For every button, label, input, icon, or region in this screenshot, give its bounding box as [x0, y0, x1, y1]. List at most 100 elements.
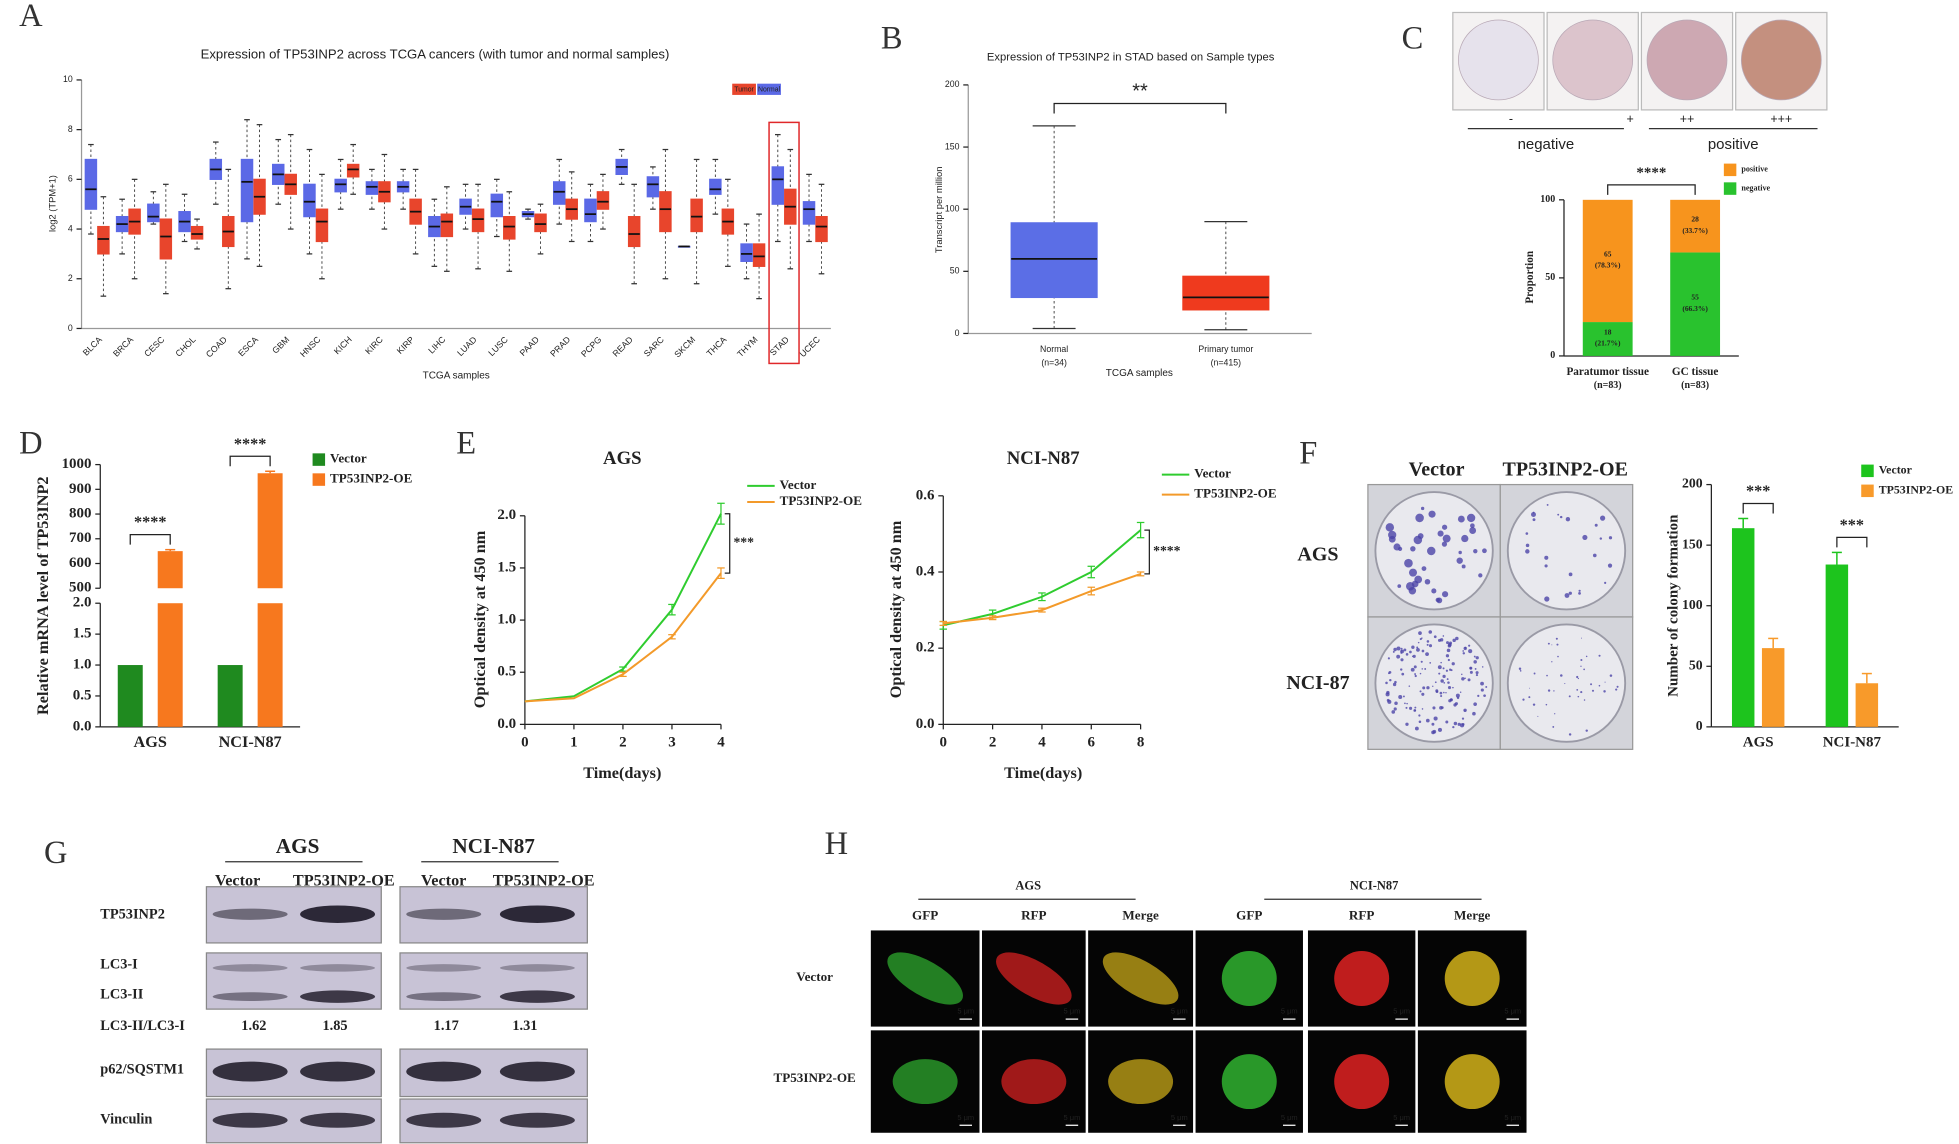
- box: [1182, 275, 1270, 311]
- colony: [1421, 566, 1427, 571]
- colony: [1416, 647, 1420, 652]
- ihc-tissue: [1740, 19, 1822, 101]
- cell: [1001, 1059, 1067, 1105]
- segment-count: 65: [1604, 249, 1612, 258]
- colony: [1421, 708, 1424, 710]
- colony: [1400, 668, 1403, 671]
- colony: [1414, 674, 1417, 678]
- colony: [1557, 655, 1559, 658]
- colony: [1459, 691, 1462, 694]
- colony: [1608, 536, 1613, 540]
- colony: [1414, 673, 1417, 676]
- blot-band: [406, 908, 482, 920]
- colony: [1421, 668, 1424, 670]
- legend-swatch: [1723, 182, 1737, 195]
- colony: [1439, 691, 1443, 695]
- y-tick-label: 100: [1540, 194, 1555, 205]
- grade-label: +++: [1770, 112, 1792, 126]
- colony: [1392, 650, 1395, 653]
- colony: [1557, 513, 1560, 516]
- y-tick-label: 150: [1682, 536, 1703, 551]
- y-tick-label: 0: [1550, 350, 1555, 361]
- colony: [1592, 553, 1597, 558]
- colony: [1577, 677, 1579, 680]
- colony: [1445, 654, 1450, 658]
- y-tick-label: 0: [955, 328, 960, 338]
- box: [190, 225, 204, 240]
- row-label: LC3-II: [100, 987, 143, 1003]
- colony: [1463, 708, 1467, 713]
- panel-letter: B: [881, 21, 903, 57]
- y-tick-label: 0.0: [73, 718, 92, 734]
- colony: [1576, 675, 1579, 679]
- colony: [1532, 703, 1536, 706]
- colony: [1559, 515, 1563, 519]
- colony: [1405, 653, 1409, 656]
- box: [440, 213, 454, 238]
- row-label: Vinculin: [100, 1112, 152, 1128]
- colony: [1408, 568, 1418, 577]
- colony: [1414, 709, 1416, 712]
- box: [627, 215, 641, 248]
- colony: [1437, 638, 1442, 642]
- y-tick-label: 1.0: [73, 656, 92, 672]
- colony: [1525, 532, 1529, 535]
- bar: [1731, 528, 1755, 727]
- colony: [1442, 534, 1451, 543]
- colony: [1391, 710, 1396, 714]
- blot-band: [300, 905, 376, 923]
- colony: [1389, 678, 1392, 682]
- bar: [157, 551, 183, 589]
- panel-letter: D: [19, 425, 42, 461]
- colony: [1578, 589, 1581, 592]
- colony: [1604, 681, 1606, 683]
- colony: [1445, 720, 1449, 724]
- cell-line-label: AGS: [1015, 879, 1041, 893]
- colony: [1466, 513, 1476, 523]
- colony: [1560, 674, 1563, 677]
- colony: [1454, 702, 1458, 706]
- colony: [1441, 541, 1448, 547]
- legend-label: negative: [1741, 183, 1770, 192]
- y-tick-label: 2.0: [73, 595, 92, 611]
- colony: [1533, 672, 1536, 675]
- group-label: negative: [1518, 136, 1575, 153]
- y-tick-label: 100: [1682, 597, 1703, 612]
- channel-label: Merge: [1454, 908, 1491, 923]
- row-label: LC3-II/LC3-I: [100, 1018, 185, 1034]
- colony: [1392, 682, 1397, 687]
- segment-count: 55: [1691, 293, 1699, 302]
- colony: [1581, 637, 1583, 639]
- segment-label: (78.3%): [1595, 261, 1621, 270]
- significance-bracket: [1742, 502, 1774, 514]
- colony: [1432, 685, 1434, 687]
- colony: [1564, 682, 1566, 685]
- cell: [996, 952, 1072, 1005]
- x-tick-label: 0: [940, 735, 947, 751]
- blot-band: [300, 1061, 376, 1082]
- colony: [1385, 523, 1395, 532]
- cell: [1221, 951, 1277, 1006]
- segment-count: 28: [1691, 215, 1699, 224]
- y-axis-label: Relative mRNA level of TP53INP2: [34, 477, 52, 715]
- blot-band: [212, 992, 288, 1001]
- y-tick-label: 0.6: [916, 487, 935, 503]
- box: [659, 191, 672, 233]
- colony: [1443, 681, 1446, 684]
- x-tick-note: (n=34): [1041, 358, 1067, 368]
- colony: [1420, 506, 1425, 511]
- colony: [1457, 722, 1461, 726]
- colony: [1607, 563, 1613, 568]
- legend-swatch: [1861, 464, 1874, 478]
- bar: [1855, 683, 1879, 727]
- colony: [1404, 558, 1413, 568]
- box: [365, 181, 379, 195]
- significance-label: ****: [1153, 543, 1181, 558]
- y-tick-label: 0.2: [916, 640, 935, 656]
- colony: [1424, 578, 1431, 585]
- significance-label: ***: [1840, 516, 1864, 534]
- y-tick-label: 4: [68, 223, 73, 233]
- scale-bar-label: 5 μm: [1393, 1113, 1410, 1122]
- column-label: TP53INP2-OE: [1503, 458, 1628, 480]
- colony: [1553, 690, 1555, 692]
